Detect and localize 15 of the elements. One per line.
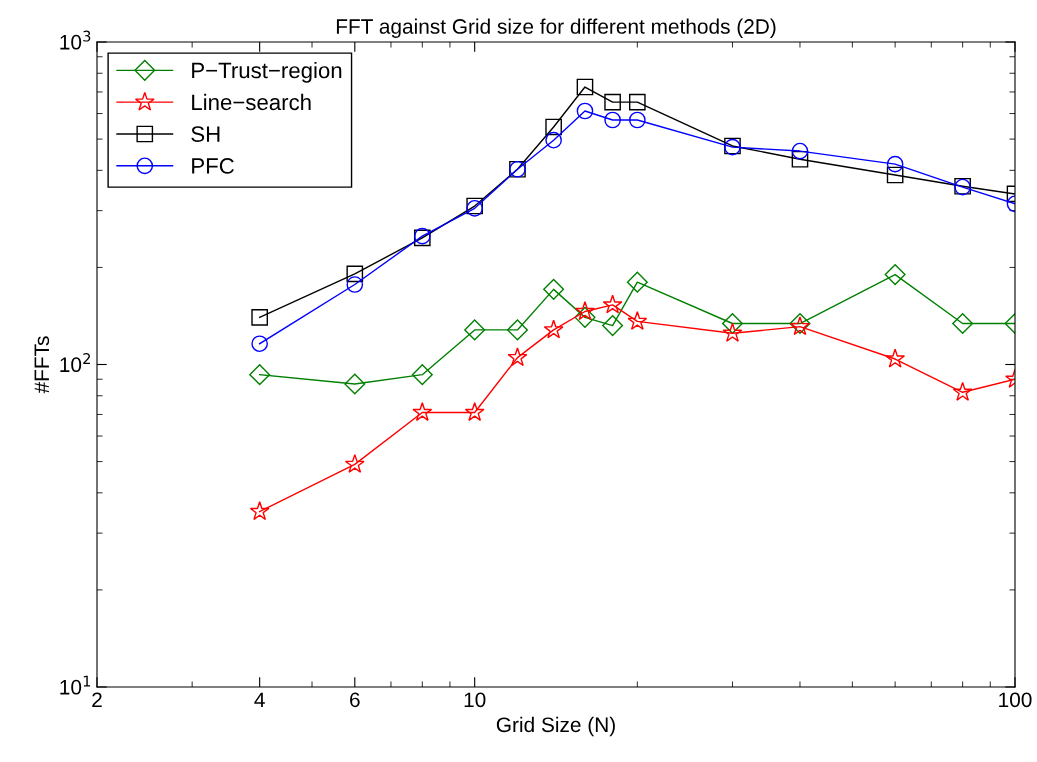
- chart-title: FFT against Grid size for different methods (2D): [336, 18, 776, 38]
- y-axis-title: #FFTs: [34, 336, 50, 394]
- x-tick-label: 6: [350, 692, 360, 708]
- legend-label: PFC: [192, 158, 234, 174]
- x-tick-label: 2: [92, 692, 102, 707]
- y-tick-label: 10$^{3}$: [60, 30, 91, 50]
- legend-label: P−Trust−region: [192, 62, 342, 83]
- x-tick-label: 10: [464, 692, 486, 708]
- y-tick-label: 10$^{1}$: [60, 675, 91, 695]
- y-tick-label: 10$^{2}$: [60, 353, 90, 373]
- legend-label: Line−search: [192, 93, 311, 111]
- x-axis-title: Grid Size (N): [496, 716, 615, 737]
- x-tick-label: 4: [254, 692, 265, 707]
- legend-label: SH: [191, 126, 220, 142]
- x-tick-label: 100: [999, 692, 1032, 708]
